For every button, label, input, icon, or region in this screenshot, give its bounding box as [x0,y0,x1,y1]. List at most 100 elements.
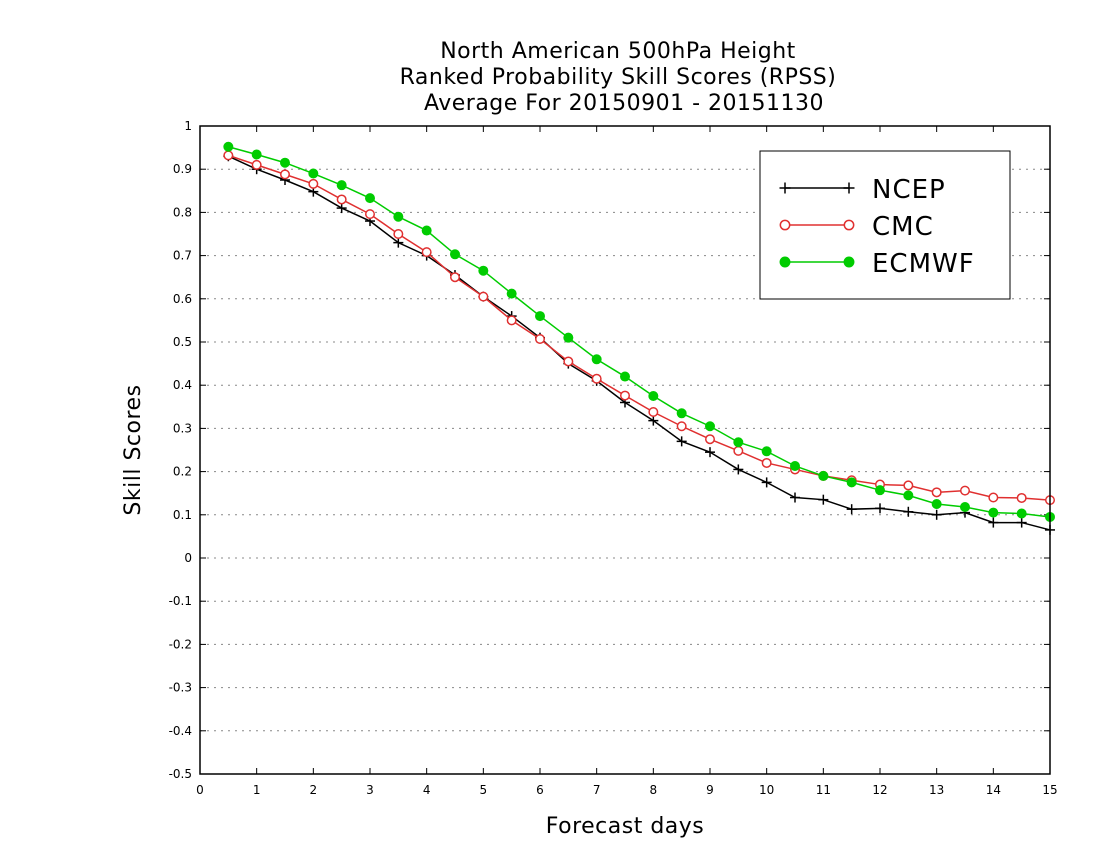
data-point [733,445,744,456]
data-point [960,502,970,513]
x-tick-label: 9 [706,783,714,797]
data-point [648,415,659,426]
data-point [931,509,942,520]
data-point [931,499,942,509]
x-tick-label: 11 [816,783,831,797]
data-point [846,504,857,515]
x-tick-label: 14 [986,783,1001,797]
legend-label: CMC [872,212,934,242]
data-point [903,480,914,491]
data-point [308,178,319,189]
x-tick-label: 7 [593,783,601,797]
data-point [960,485,970,496]
series-ecmwf [223,141,1055,522]
data-point [478,265,489,276]
data-point [591,354,602,365]
y-tick-label: 0 [184,551,192,565]
data-point [365,193,375,204]
x-tick-label: 5 [480,783,488,797]
y-tick-label: 0.6 [173,292,192,306]
x-tick-label: 2 [310,783,318,797]
data-point [1016,492,1027,503]
y-tick-label: 0.4 [173,378,192,392]
data-point [931,487,942,498]
plot-frame [199,125,1051,775]
axis-ticks: -0.5 -0.4 -0.3 -0.2 -0.1 0 0.1 0.2 0.3 0.4 0.5 0.6 0… [169,119,1058,797]
data-point [648,406,659,417]
x-tick-label: 8 [650,783,658,797]
data-point [1016,517,1027,528]
data-point [336,203,347,214]
data-point [676,421,687,432]
data-point [843,182,855,194]
data-point [843,256,855,268]
data-point [365,209,375,220]
data-point [506,288,517,299]
data-point [393,211,404,222]
data-point [421,247,432,258]
y-tick-label: -0.5 [169,767,192,781]
legend-label: NCEP [872,175,946,205]
legend-label: ECMWF [872,249,975,279]
legend-item-ncep: NCEP [779,175,946,205]
data-point [478,291,489,302]
series-cmc [223,150,1055,506]
x-tick-label: 6 [536,783,544,797]
data-point [223,141,234,152]
legend-item-cmc: CMC [779,212,934,242]
data-point [563,356,574,367]
data-point [308,168,319,179]
data-point [421,225,432,236]
data-point [988,507,999,518]
data-point [903,490,914,501]
x-tick-label: 12 [872,783,887,797]
data-point [251,159,262,170]
data-point [843,219,855,231]
x-tick-label: 13 [929,783,944,797]
data-point [1016,508,1027,519]
data-point [705,447,715,458]
data-point [620,371,630,382]
x-tick-label: 10 [759,783,774,797]
data-point [761,457,772,468]
data-point [591,373,602,384]
data-point [336,180,347,191]
data-point [875,485,885,496]
data-point [336,194,347,205]
data-point [733,464,744,475]
y-tick-label: 0.7 [173,249,192,263]
data-point [393,229,404,239]
data-point [790,492,800,503]
data-point [779,182,791,194]
y-tick-label: -0.3 [169,681,192,695]
data-point [818,470,829,481]
y-tick-label: -0.4 [169,724,192,738]
data-point [988,517,999,528]
data-point [676,408,687,419]
chart-title-line-2: Ranked Probability Skill Scores (RPSS) [400,65,837,90]
chart-title-line-1: North American 500hPa Height [440,39,796,64]
data-point [705,421,715,432]
data-point [563,332,574,343]
data-point [676,436,687,447]
y-tick-label: 0.1 [173,508,192,522]
data-point [280,169,290,180]
data-point [875,503,885,514]
y-tick-label: -0.2 [169,637,192,651]
x-tick-label: 1 [253,783,261,797]
data-point [818,494,829,505]
legend-item-ecmwf: ECMWF [779,249,975,279]
y-tick-label: 0.2 [173,465,192,479]
chart-title-line-3: Average For 20150901 - 20151130 [424,91,824,116]
data-point [280,157,290,168]
data-point [450,249,460,260]
data-point [223,150,234,161]
x-axis-label: Forecast days [546,814,705,839]
x-tick-label: 15 [1042,783,1057,797]
y-tick-label: 0.3 [173,421,192,435]
legend: NCEP CMC ECMWF [759,150,1011,300]
x-tick-label: 0 [196,783,204,797]
data-point [535,333,545,344]
data-point [535,311,545,322]
